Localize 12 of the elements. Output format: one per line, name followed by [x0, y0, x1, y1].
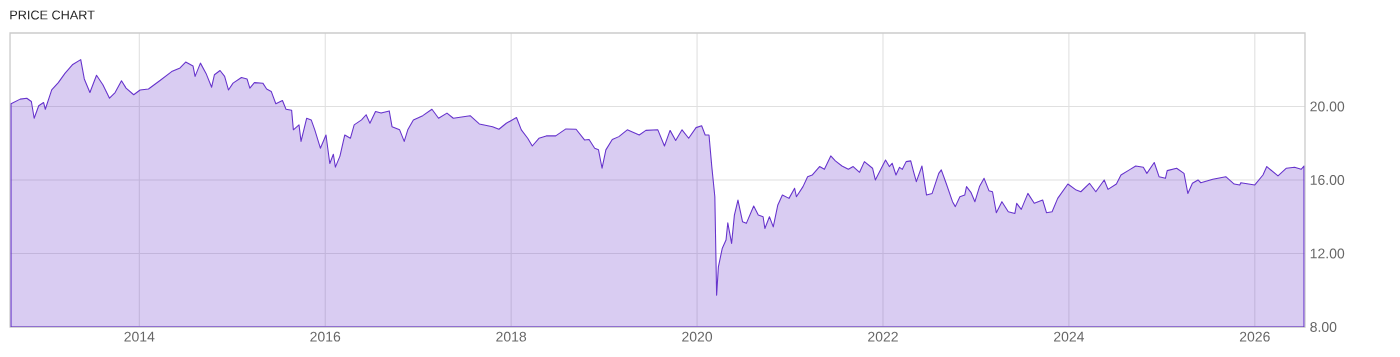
y-tick-label: 8.00: [1310, 322, 1337, 332]
x-tick-label: 2024: [1054, 331, 1085, 342]
x-tick-label: 2016: [310, 331, 341, 342]
chart-title: PRICE CHART: [10, 10, 95, 20]
x-tick-label: 2026: [1239, 331, 1270, 342]
x-tick-label: 2018: [496, 331, 527, 342]
x-tick-label: 2020: [682, 331, 713, 342]
y-tick-label: 16.00: [1310, 175, 1345, 185]
x-tick-label: 2022: [868, 331, 898, 342]
y-tick-label: 12.00: [1310, 248, 1345, 259]
x-tick-label: 2014: [124, 331, 155, 342]
y-tick-label: 20.00: [1310, 101, 1345, 112]
